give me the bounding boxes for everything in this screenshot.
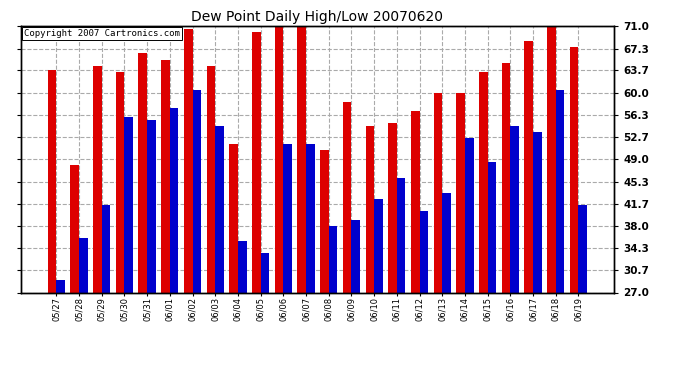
Bar bbox=[366, 126, 374, 292]
Bar bbox=[433, 93, 442, 292]
Bar bbox=[70, 165, 79, 292]
Bar bbox=[275, 26, 284, 292]
Bar bbox=[116, 72, 124, 292]
Bar bbox=[93, 66, 101, 292]
Bar bbox=[465, 138, 473, 292]
Title: Dew Point Daily High/Low 20070620: Dew Point Daily High/Low 20070620 bbox=[191, 10, 444, 24]
Bar bbox=[184, 29, 193, 292]
Bar bbox=[570, 47, 578, 292]
Bar bbox=[351, 220, 360, 292]
Bar bbox=[479, 72, 488, 292]
Bar bbox=[139, 54, 147, 292]
Bar bbox=[420, 211, 428, 292]
Bar bbox=[193, 90, 201, 292]
Bar bbox=[374, 199, 383, 292]
Bar bbox=[79, 238, 88, 292]
Bar bbox=[411, 111, 420, 292]
Bar bbox=[533, 132, 542, 292]
Bar bbox=[252, 32, 261, 292]
Bar bbox=[306, 144, 315, 292]
Bar bbox=[147, 120, 156, 292]
Bar bbox=[101, 205, 110, 292]
Bar bbox=[297, 23, 306, 292]
Bar bbox=[229, 144, 238, 292]
Bar bbox=[456, 93, 465, 292]
Bar bbox=[48, 70, 57, 292]
Bar bbox=[124, 117, 133, 292]
Bar bbox=[284, 144, 292, 292]
Bar bbox=[170, 108, 179, 292]
Bar bbox=[343, 102, 351, 292]
Bar bbox=[578, 205, 587, 292]
Bar bbox=[161, 60, 170, 292]
Bar bbox=[397, 177, 406, 292]
Bar bbox=[442, 193, 451, 292]
Bar bbox=[388, 123, 397, 292]
Bar bbox=[206, 66, 215, 292]
Bar bbox=[547, 23, 556, 292]
Bar bbox=[238, 241, 246, 292]
Bar bbox=[488, 162, 496, 292]
Bar bbox=[511, 126, 519, 292]
Bar bbox=[320, 150, 328, 292]
Bar bbox=[57, 280, 65, 292]
Bar bbox=[261, 253, 269, 292]
Bar bbox=[524, 41, 533, 292]
Bar bbox=[215, 126, 224, 292]
Bar bbox=[328, 226, 337, 292]
Bar bbox=[502, 63, 511, 292]
Text: Copyright 2007 Cartronics.com: Copyright 2007 Cartronics.com bbox=[23, 29, 179, 38]
Bar bbox=[556, 90, 564, 292]
